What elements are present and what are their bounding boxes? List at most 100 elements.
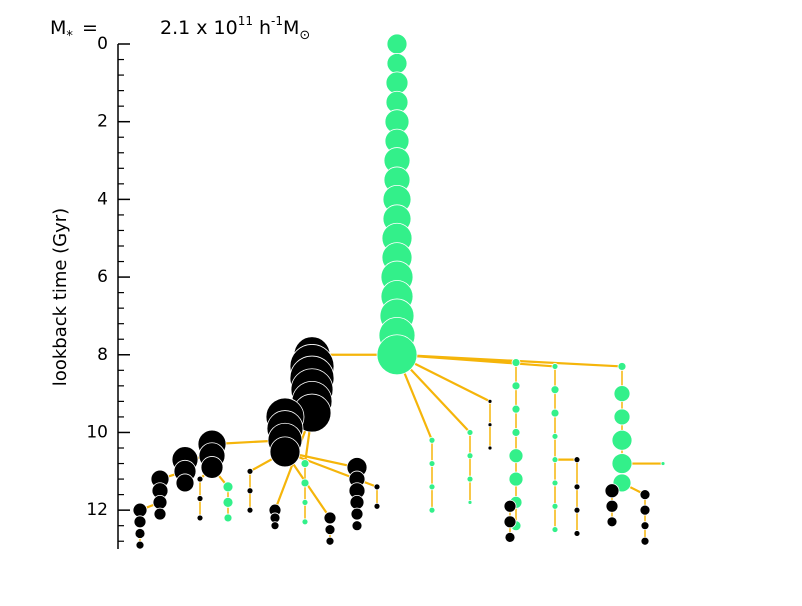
halo-node — [466, 452, 474, 460]
halo-node — [639, 504, 651, 516]
halo-node — [617, 362, 627, 371]
halo-node — [373, 483, 381, 491]
halo-node — [246, 467, 254, 475]
halo-node — [428, 460, 436, 467]
halo-node — [350, 507, 364, 521]
halo-node — [606, 516, 618, 528]
halo-node — [269, 436, 301, 468]
halo-node — [551, 432, 559, 440]
halo-node — [551, 363, 559, 370]
halo-node — [246, 506, 254, 514]
halo-node — [270, 521, 280, 531]
y-tick-label: 0 — [97, 34, 108, 54]
title-unit-sub: ⊙ — [299, 28, 310, 43]
halo-node — [467, 499, 473, 505]
halo-node — [487, 422, 493, 428]
halo-node — [640, 521, 650, 531]
title-equals: = — [82, 17, 98, 39]
y-tick-label: 4 — [97, 189, 108, 209]
halo-node — [323, 511, 337, 525]
halo-node — [551, 456, 559, 464]
title-exponent: 11 — [238, 14, 253, 28]
halo-node — [196, 475, 204, 483]
title-symbol: M — [50, 17, 66, 39]
halo-node — [466, 429, 474, 436]
halo-node — [640, 536, 650, 546]
halo-node — [376, 334, 418, 376]
halo-node — [300, 478, 310, 488]
halo-node — [511, 404, 521, 414]
merger-link — [396, 353, 623, 368]
title-symbol-sub: * — [66, 29, 73, 44]
halo-node — [573, 456, 581, 464]
halo-node — [133, 515, 147, 529]
halo-node — [325, 536, 335, 546]
halo-node — [550, 385, 560, 395]
halo-node — [222, 496, 234, 508]
halo-node — [611, 429, 633, 451]
halo-node — [573, 530, 581, 537]
halo-node — [135, 540, 145, 550]
halo-node — [573, 483, 581, 491]
halo-node — [613, 408, 631, 426]
halo-node — [301, 498, 309, 506]
halo-node — [613, 385, 631, 403]
chart-title: M* = 2.1 x 1011 h-1M⊙ — [50, 14, 310, 44]
halo-node — [604, 483, 620, 499]
halo-node — [551, 502, 559, 510]
halo-node — [639, 489, 651, 501]
halo-node — [200, 456, 224, 479]
halo-node — [503, 515, 517, 529]
halo-node — [386, 33, 408, 55]
title-mantissa: 2.1 x 10 — [160, 17, 238, 39]
halo-node — [487, 445, 493, 451]
halo-node — [428, 506, 436, 514]
halo-node — [385, 71, 409, 95]
halo-node — [508, 448, 524, 464]
title-unit: h — [259, 17, 271, 39]
halo-node — [373, 502, 381, 510]
halo-node — [134, 528, 146, 539]
y-tick-label: 2 — [97, 112, 108, 132]
halo-node — [300, 459, 310, 468]
halo-node — [386, 53, 408, 74]
halo-node — [196, 514, 204, 522]
halo-node — [153, 507, 167, 521]
halo-node — [487, 398, 493, 404]
halo-node — [504, 531, 516, 543]
halo-node — [466, 475, 474, 483]
halo-node — [508, 471, 524, 487]
y-tick-label: 8 — [97, 345, 108, 365]
halo-node — [175, 473, 195, 493]
y-tick-label: 10 — [86, 422, 108, 442]
halo-node — [152, 494, 168, 510]
halo-node — [223, 513, 233, 523]
y-axis-title: lookback time (Gyr) — [50, 208, 71, 386]
title-unit-exp: -1 — [271, 14, 283, 28]
halo-node — [428, 483, 436, 491]
halo-node — [246, 487, 254, 495]
halo-node — [301, 518, 309, 526]
y-tick-label: 12 — [86, 500, 108, 520]
halo-node — [660, 461, 666, 466]
halo-node — [551, 526, 559, 533]
merger-nodes — [132, 33, 666, 550]
halo-node — [551, 479, 559, 487]
halo-node — [611, 453, 633, 474]
title-unit-symbol: M — [283, 17, 299, 39]
y-tick-label: 6 — [97, 267, 108, 287]
halo-node — [503, 499, 517, 513]
halo-node — [511, 428, 521, 437]
halo-node — [196, 495, 204, 502]
halo-node — [351, 520, 363, 532]
halo-node — [511, 358, 521, 367]
halo-node — [324, 524, 336, 535]
halo-node — [349, 494, 365, 510]
halo-node — [222, 481, 234, 493]
halo-node — [132, 502, 148, 518]
halo-node — [511, 381, 521, 391]
halo-node — [605, 499, 619, 513]
halo-node — [573, 506, 581, 514]
